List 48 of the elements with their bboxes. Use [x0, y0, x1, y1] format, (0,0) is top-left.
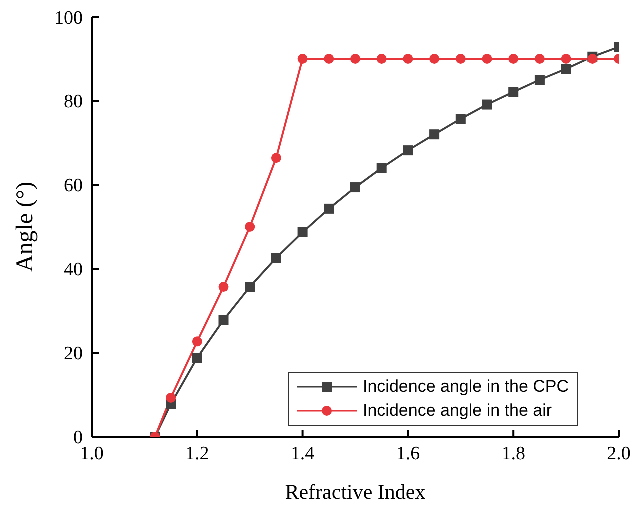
point: [245, 282, 256, 292]
point: [350, 182, 360, 193]
point: [456, 114, 466, 124]
point: [245, 222, 256, 232]
y-tick-label: 40: [64, 260, 83, 281]
point: [561, 64, 572, 74]
y-axis-title: Angle (°): [12, 182, 39, 272]
y-tick-label: 60: [64, 176, 83, 197]
point: [588, 54, 598, 64]
point: [482, 100, 492, 110]
x-tick-label: 1.6: [396, 443, 420, 464]
point: [561, 54, 572, 64]
x-tick-label: 1.0: [80, 443, 104, 464]
x-axis-title: Refractive Index: [285, 480, 426, 504]
point: [298, 54, 308, 64]
x-tick-label: 1.2: [186, 443, 210, 464]
point: [218, 282, 229, 292]
point: [298, 227, 308, 238]
legend-label: Incidence angle in the CPC: [363, 376, 570, 398]
point: [324, 204, 334, 214]
point: [403, 146, 414, 156]
point: [430, 130, 440, 140]
x-tick-label: 1.4: [290, 443, 316, 464]
y-tick-label: 20: [64, 344, 83, 365]
point: [430, 54, 440, 64]
point: [166, 392, 176, 403]
x-tick-label: 2.0: [607, 443, 631, 464]
point: [482, 54, 492, 64]
point: [508, 54, 519, 64]
point: [218, 315, 229, 326]
x-tick-label: 1.8: [502, 443, 526, 464]
point: [534, 75, 545, 85]
point: [376, 163, 387, 174]
point: [403, 54, 414, 64]
y-tick-label: 100: [54, 8, 83, 29]
point: [350, 54, 360, 64]
y-tick-label: 0: [74, 428, 83, 449]
point: [192, 353, 202, 364]
point: [534, 54, 545, 64]
point: [271, 153, 282, 164]
y-tick-label: 80: [64, 92, 83, 113]
point: [508, 87, 519, 98]
point: [456, 54, 466, 64]
point: [192, 336, 202, 347]
legend-label: Incidence angle in the air: [363, 400, 552, 422]
point: [324, 54, 334, 64]
point: [271, 253, 282, 264]
point: [376, 54, 387, 64]
